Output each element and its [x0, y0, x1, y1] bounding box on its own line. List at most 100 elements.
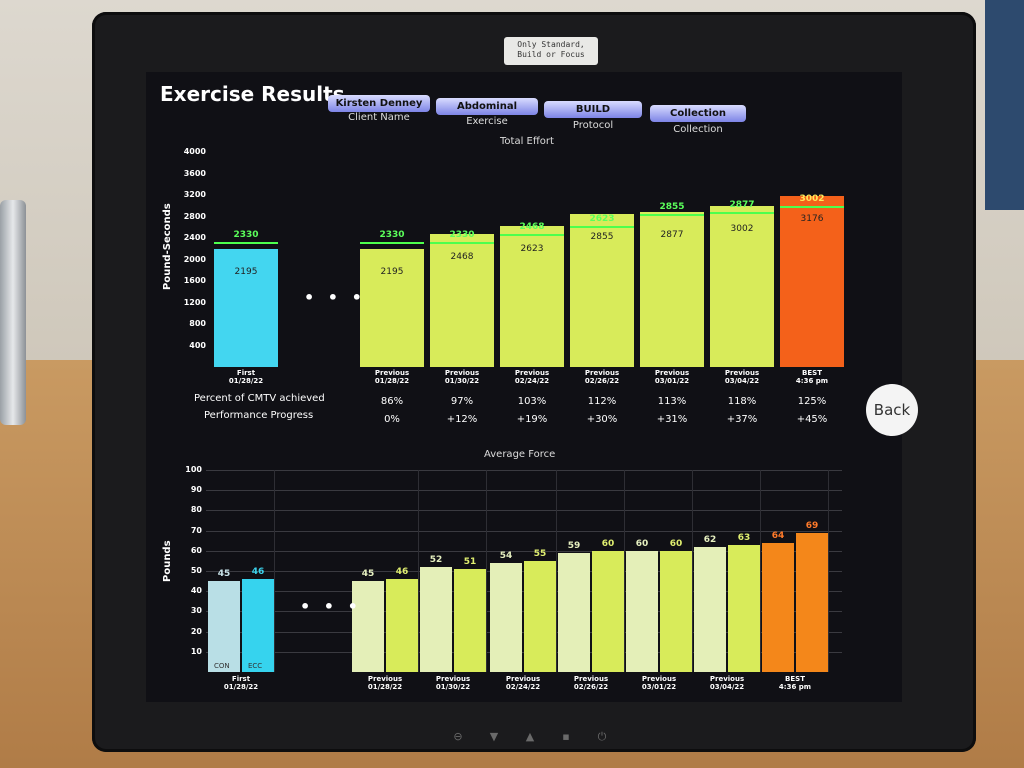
cmtv-value: 103% [517, 396, 547, 407]
force-vgrid [486, 470, 487, 672]
monitor-sticker: Only Standard, Build or Focus [504, 37, 598, 65]
up-arrow-icon[interactable]: ▲ [525, 730, 535, 743]
effort-y-tick: 2800 [183, 211, 206, 221]
force-con-value: 59 [567, 540, 581, 551]
force-con-bar [490, 562, 522, 672]
force-ecc-bar [242, 579, 274, 672]
force-ecc-value: 60 [601, 538, 615, 549]
force-con-value: 62 [703, 534, 717, 545]
cmtv-value: 125% [797, 396, 827, 407]
force-ellipsis: • • • [300, 597, 362, 616]
effort-x-label-line1: Previous [654, 369, 690, 377]
effort-y-tick: 3200 [183, 190, 206, 199]
progress-value: +45% [796, 414, 828, 425]
force-y-tick: 70 [190, 525, 202, 535]
force-con-bar [626, 550, 658, 672]
effort-x-label-line1: First [236, 369, 256, 377]
progress-value: +19% [516, 414, 548, 425]
effort-bar-value: 2195 [234, 267, 258, 278]
cmtv-value: 118% [727, 396, 757, 407]
force-ecc-value: 60 [669, 538, 683, 549]
force-ecc-bar [386, 579, 418, 672]
effort-target-label: 2330 [379, 229, 405, 240]
effort-y-tick: 400 [189, 340, 206, 350]
progress-value: +37% [726, 414, 758, 425]
progress-value: +31% [656, 414, 688, 425]
menu-icon[interactable]: ▪ [562, 730, 570, 743]
effort-x-label: Previous 03/01/22 [640, 369, 704, 385]
effort-x-label: Previous 01/30/22 [430, 369, 494, 385]
down-arrow-icon[interactable]: ▼ [489, 730, 499, 743]
force-y-tick: 30 [190, 606, 202, 616]
force-x-label-line1: BEST [785, 675, 805, 683]
force-x-label-line2: 03/01/22 [641, 683, 677, 691]
force-vgrid [692, 470, 693, 672]
progress-label: Performance Progress [204, 410, 314, 421]
effort-target-line [214, 241, 278, 244]
effort-y-tick: 3600 [183, 168, 206, 178]
effort-target-label: 2330 [449, 229, 475, 240]
effort-x-label-line1: Previous [444, 369, 480, 377]
effort-x-label-line1: Previous [584, 369, 620, 377]
force-gridline [206, 510, 842, 512]
effort-target-label: 2623 [589, 214, 615, 224]
force-gridline [206, 530, 842, 532]
force-ecc-value: 51 [463, 556, 477, 567]
effort-y-tick: 1200 [183, 297, 206, 307]
effort-x-label: BEST 4:36 pm [780, 369, 844, 385]
effort-ellipsis: • • • [304, 288, 366, 307]
background-equipment [0, 200, 26, 425]
protocol-button[interactable]: BUILD [544, 101, 642, 118]
force-con-value: 60 [635, 538, 649, 549]
force-x-label-line2: 01/28/22 [367, 683, 403, 691]
protocol-caption: Protocol [572, 120, 614, 131]
force-ecc-value: 69 [805, 520, 819, 531]
collection-button[interactable]: Collection [650, 105, 746, 122]
total-effort-chart: 2195 2330 2195 2330 2468 2330 2623 2468 2855 2623… [210, 152, 850, 367]
effort-target-line [640, 213, 704, 216]
effort-x-label: Previous 01/28/22 [360, 369, 424, 385]
force-x-label-line1: Previous [573, 675, 609, 683]
background-poster [985, 0, 1024, 210]
client-name-button[interactable]: Kirsten Denney [328, 95, 430, 112]
power-icon[interactable]: ⏻ [597, 730, 607, 743]
force-con-bar [352, 581, 384, 672]
force-x-label: First 01/28/22 [208, 675, 274, 691]
input-icon[interactable]: ⊖ [453, 730, 463, 743]
effort-target-line [780, 205, 844, 208]
effort-bar: 2195 [214, 249, 278, 367]
exercise-results-screen: Exercise Results Kirsten Denney Client N… [146, 72, 902, 702]
force-vgrid [828, 470, 829, 672]
force-con-bar [694, 546, 726, 672]
average-force-title: Average Force [484, 449, 556, 460]
force-con-value: 54 [499, 550, 513, 561]
effort-bar-value: 3176 [800, 214, 824, 225]
effort-x-label-line1: Previous [514, 369, 550, 377]
effort-target-label: 2855 [659, 201, 685, 212]
force-vgrid [556, 470, 557, 672]
effort-bar: 2468 [430, 234, 494, 367]
force-ecc-bar [728, 544, 760, 672]
force-ecc-bar [660, 550, 692, 672]
force-con-value: 64 [771, 530, 785, 541]
exercise-caption: Exercise [466, 116, 508, 127]
force-x-label-line2: 02/24/22 [505, 683, 541, 691]
effort-bar: 3002 [710, 205, 774, 367]
force-ecc-label: ECC [248, 662, 263, 670]
effort-x-label-line2: 01/28/22 [374, 377, 410, 385]
force-x-label-line1: Previous [367, 675, 403, 683]
client-name-caption: Client Name [348, 112, 410, 123]
force-x-label: Previous 03/04/22 [694, 675, 760, 691]
force-x-label-line2: 01/28/22 [223, 683, 259, 691]
back-button[interactable]: Back [866, 384, 918, 436]
force-ecc-value: 55 [533, 548, 547, 559]
force-y-tick: 50 [190, 566, 202, 575]
effort-bar-value: 2623 [520, 244, 544, 255]
force-x-label: Previous 01/30/22 [420, 675, 486, 691]
effort-target-label: 2330 [233, 229, 259, 240]
effort-y-tick: 4000 [183, 147, 206, 156]
effort-bar-value: 2195 [380, 267, 404, 278]
force-x-label-line1: First [231, 675, 251, 683]
exercise-button[interactable]: Abdominal [436, 98, 538, 115]
effort-y-tick: 1600 [183, 276, 206, 285]
